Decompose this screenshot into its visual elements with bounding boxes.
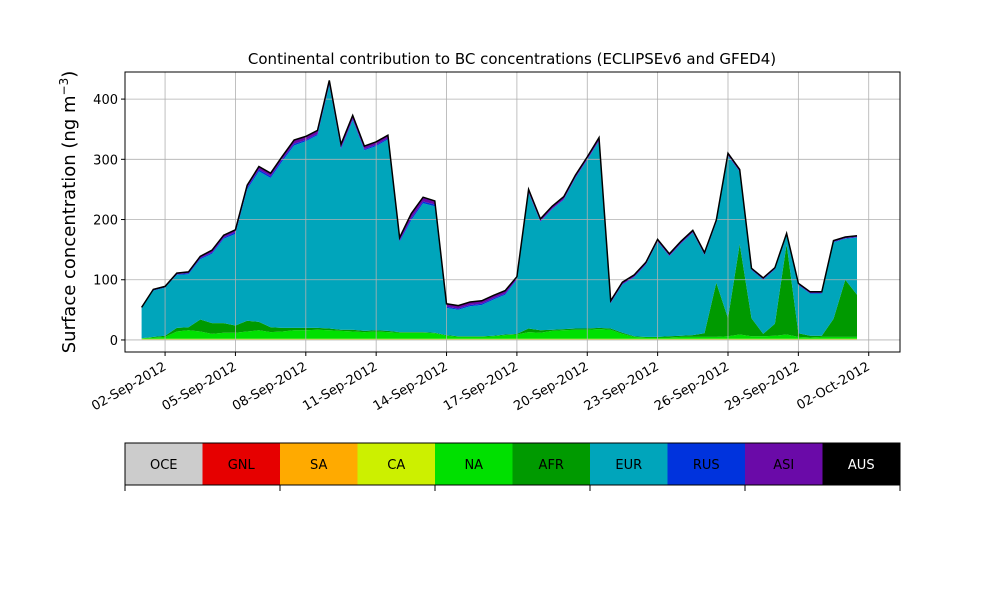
legend-swatch-aus	[822, 443, 900, 485]
legend-swatch-ca	[357, 443, 435, 485]
chart-title: Continental contribution to BC concentra…	[248, 50, 776, 68]
x-tick-label: 02-Sep-2012	[89, 359, 169, 414]
legend-label-asi: ASI	[773, 458, 794, 473]
legend-label-ca: CA	[387, 458, 405, 473]
legend-label-afr: AFR	[539, 458, 564, 473]
legend-swatch-gnl	[202, 443, 280, 485]
legend-swatch-rus	[667, 443, 745, 485]
x-tick-label: 02-Oct-2012	[794, 359, 872, 413]
x-tick-label: 23-Sep-2012	[582, 359, 662, 414]
x-tick-label: 20-Sep-2012	[511, 359, 591, 414]
legend-colorbar: OCE GNL SA CA NA AFR EUR RUS ASI AUS	[124, 442, 901, 491]
area-ca	[141, 338, 858, 340]
area-afr	[141, 244, 858, 339]
area-eur	[141, 85, 858, 339]
x-tick-label: 14-Sep-2012	[371, 359, 451, 414]
y-tick-label: 100	[93, 274, 118, 289]
legend-swatch-na	[435, 443, 513, 485]
legend-label-gnl: GNL	[228, 458, 256, 473]
plot-area	[124, 71, 901, 353]
area-na	[141, 329, 858, 339]
legend-label-sa: SA	[310, 458, 327, 473]
area-layers	[141, 80, 858, 340]
legend-swatch-sa	[280, 443, 358, 485]
legend-label-oce: OCE	[150, 458, 178, 473]
y-tick-label: 0	[110, 334, 118, 349]
legend-label-aus: AUS	[848, 458, 875, 473]
y-tick-label: 300	[93, 153, 118, 168]
x-tick-label: 11-Sep-2012	[300, 359, 380, 414]
y-axis-label-close: )	[59, 71, 80, 78]
legend-swatch-asi	[745, 443, 823, 485]
total-outline-line	[140, 80, 858, 308]
legend-label-rus: RUS	[693, 458, 720, 473]
x-tick-label: 29-Sep-2012	[723, 359, 803, 414]
x-axis: 02-Sep-201205-Sep-201208-Sep-201211-Sep-…	[89, 352, 873, 414]
x-tick-label: 26-Sep-2012	[652, 359, 732, 414]
legend-swatch-eur	[590, 443, 668, 485]
x-tick-label: 05-Sep-2012	[160, 359, 240, 414]
y-axis-label-text: Surface concentration (ng m	[59, 95, 80, 353]
legend-label-na: NA	[464, 458, 483, 473]
y-tick-label: 200	[93, 214, 118, 229]
legend-label-eur: EUR	[615, 458, 642, 473]
legend-swatch-oce	[125, 443, 203, 485]
grid-lines	[125, 72, 900, 352]
y-tick-label: 400	[93, 93, 118, 108]
y-axis: 0 100 200 300 400	[93, 93, 125, 349]
x-tick-label: 08-Sep-2012	[230, 359, 310, 414]
y-axis-label-exponent: −3	[57, 78, 71, 96]
legend-swatch-afr	[512, 443, 590, 485]
legend-frame	[124, 442, 901, 486]
plot-frame	[124, 71, 901, 353]
y-axis-label: Surface concentration (ng m−3)	[57, 71, 80, 354]
x-tick-label: 17-Sep-2012	[441, 359, 521, 414]
